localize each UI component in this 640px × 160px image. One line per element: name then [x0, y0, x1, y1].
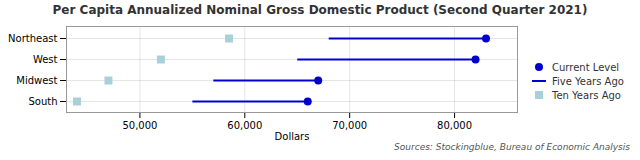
svg-text:West: West — [33, 54, 58, 65]
svg-text:80,000: 80,000 — [437, 120, 472, 131]
svg-text:Midwest: Midwest — [16, 75, 57, 86]
html-text:Five Years Ago: Five Years Ago — [552, 75, 624, 87]
html-text:Sources: Stockingblue, Bureau: Sources: Stockingblue, Bureau of Economi… — [394, 142, 630, 152]
html-text:Current Level: Current Level — [552, 61, 620, 73]
svg-text:70,000: 70,000 — [332, 120, 367, 131]
svg-text:50,000: 50,000 — [122, 120, 157, 131]
html-text:Ten Years Ago: Ten Years Ago — [552, 89, 621, 101]
svg-text:Dollars: Dollars — [275, 131, 310, 142]
html-text:Per Capita Annualized Nominal: Per Capita Annualized Nominal Gross Dome… — [52, 3, 588, 17]
svg-text:South: South — [28, 96, 57, 107]
svg-text:Northeast: Northeast — [8, 33, 57, 44]
svg-text:60,000: 60,000 — [227, 120, 262, 131]
